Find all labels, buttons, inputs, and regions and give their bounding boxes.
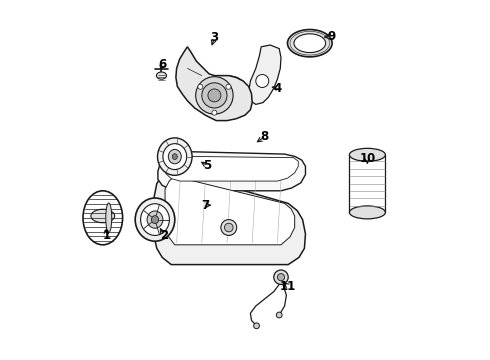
Ellipse shape xyxy=(157,138,192,175)
Ellipse shape xyxy=(349,148,386,161)
Circle shape xyxy=(254,323,259,329)
Text: 4: 4 xyxy=(273,82,282,95)
Polygon shape xyxy=(158,151,305,191)
Circle shape xyxy=(226,84,231,89)
Ellipse shape xyxy=(106,203,112,233)
Ellipse shape xyxy=(288,30,332,57)
Circle shape xyxy=(277,274,285,281)
Ellipse shape xyxy=(163,144,187,170)
Circle shape xyxy=(274,270,288,284)
Ellipse shape xyxy=(141,204,170,235)
Text: 10: 10 xyxy=(359,152,375,165)
Ellipse shape xyxy=(294,34,326,53)
Text: 11: 11 xyxy=(280,280,296,293)
Circle shape xyxy=(196,77,233,114)
Circle shape xyxy=(221,220,237,235)
Polygon shape xyxy=(176,47,252,121)
Text: 6: 6 xyxy=(158,58,166,71)
Polygon shape xyxy=(248,45,281,104)
Ellipse shape xyxy=(151,216,159,224)
Circle shape xyxy=(224,223,233,232)
Polygon shape xyxy=(166,156,298,181)
Circle shape xyxy=(276,312,282,318)
Text: 7: 7 xyxy=(201,199,209,212)
Text: 2: 2 xyxy=(160,229,168,242)
Ellipse shape xyxy=(83,191,122,245)
Ellipse shape xyxy=(135,198,175,241)
Ellipse shape xyxy=(156,72,167,79)
Ellipse shape xyxy=(91,209,115,223)
Circle shape xyxy=(198,84,203,89)
Ellipse shape xyxy=(169,149,181,164)
Polygon shape xyxy=(165,176,294,245)
Circle shape xyxy=(202,83,227,108)
Text: 5: 5 xyxy=(203,159,211,172)
Circle shape xyxy=(256,75,269,87)
Ellipse shape xyxy=(349,206,386,219)
Text: 1: 1 xyxy=(102,229,110,242)
Ellipse shape xyxy=(172,154,177,159)
Text: 3: 3 xyxy=(210,31,219,44)
Circle shape xyxy=(212,110,217,115)
Ellipse shape xyxy=(147,211,163,228)
Text: 8: 8 xyxy=(261,130,269,143)
Text: 9: 9 xyxy=(327,30,336,42)
Polygon shape xyxy=(154,169,305,265)
Circle shape xyxy=(208,89,221,102)
